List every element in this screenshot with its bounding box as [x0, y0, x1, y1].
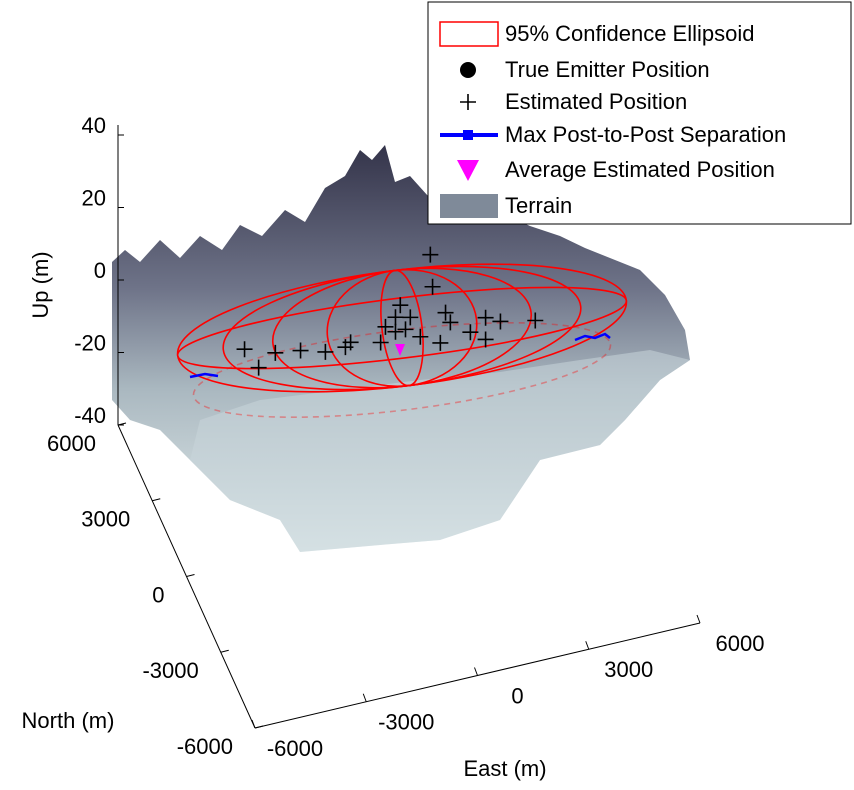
estimated-position — [462, 324, 479, 341]
z-tick-label: -40 — [74, 403, 106, 428]
y-tick-label: -3000 — [142, 658, 198, 683]
z-tick-label: 0 — [94, 258, 106, 283]
ticks: -40 -20 0 20 40 -6000 -3000 0 3000 6000 -6000 -3000… — [47, 113, 764, 761]
y-tick-label: -6000 — [177, 734, 233, 759]
separation-line — [189, 372, 219, 379]
estimated-position — [432, 334, 449, 351]
legend-swatch — [460, 62, 476, 78]
legend: 95% Confidence Ellipsoid True Emitter Pos… — [427, 1, 852, 225]
x-tick — [696, 614, 701, 624]
legend-label: Max Post-to-Post Separation — [505, 122, 786, 147]
legend-label: Terrain — [505, 193, 572, 218]
estimated-position — [392, 297, 409, 314]
z-axis-label: Up (m) — [28, 251, 53, 318]
legend-label: Estimated Position — [505, 89, 687, 114]
average-position — [395, 344, 405, 356]
legend-label: True Emitter Position — [505, 57, 710, 82]
estimated-position — [424, 278, 441, 295]
estimated-position — [527, 312, 544, 329]
ellipsoid-ring — [176, 286, 628, 370]
estimated-position — [267, 344, 284, 361]
post-separation — [189, 332, 611, 379]
estimated-position — [372, 334, 389, 351]
estimated-position — [342, 334, 359, 351]
estimated-position — [412, 328, 429, 345]
legend-swatch — [460, 94, 476, 110]
x-tick-label: 3000 — [604, 657, 653, 682]
x-tick-label: -3000 — [378, 710, 434, 735]
x-tick-label: -6000 — [267, 736, 323, 761]
x-tick — [251, 719, 256, 729]
x-tick-label: 6000 — [716, 631, 765, 656]
y-tick-label: 6000 — [47, 431, 96, 456]
estimated-positions — [236, 246, 544, 376]
estimated-position — [397, 321, 414, 338]
estimated-position — [236, 341, 253, 358]
estimated-position — [387, 309, 404, 326]
estimated-position — [317, 343, 334, 360]
confidence-ellipsoid — [176, 263, 628, 419]
ellipsoid-lower — [192, 321, 612, 419]
z-tick-label: -20 — [74, 330, 106, 355]
estimated-position — [377, 318, 394, 335]
estimated-position — [250, 359, 267, 376]
x-axis-label: East (m) — [463, 756, 546, 781]
estimated-position — [387, 323, 404, 340]
terrain-highlight — [190, 350, 690, 552]
y-tick — [152, 498, 161, 502]
legend-swatch — [439, 21, 499, 47]
x-tick-label: 0 — [511, 683, 523, 708]
y-tick — [186, 574, 195, 577]
estimated-position — [292, 342, 309, 359]
estimated-position — [477, 331, 494, 348]
y-tick — [220, 649, 229, 653]
legend-swatch — [463, 130, 473, 140]
estimated-position — [442, 314, 459, 331]
y-tick-label: 3000 — [81, 507, 130, 532]
ellipsoid-ring — [380, 269, 424, 387]
x-tick — [474, 667, 478, 676]
separation-line — [574, 332, 611, 342]
z-tick-label: 40 — [82, 113, 106, 138]
y-tick — [254, 725, 264, 729]
x-tick — [362, 693, 367, 702]
estimated-position — [437, 304, 454, 321]
y-axis-label: North (m) — [22, 708, 115, 733]
legend-swatch — [440, 194, 498, 218]
estimated-position — [492, 313, 509, 330]
estimated-position — [477, 309, 494, 326]
y-tick-label: 0 — [152, 582, 164, 607]
legend-swatch — [457, 160, 479, 181]
legend-label: 95% Confidence Ellipsoid — [505, 21, 755, 46]
x-tick — [585, 641, 590, 650]
y-tick — [117, 422, 127, 426]
estimated-position — [422, 246, 439, 263]
legend-label: Average Estimated Position — [505, 157, 775, 182]
z-tick-label: 20 — [82, 185, 106, 210]
estimated-position — [402, 309, 419, 326]
